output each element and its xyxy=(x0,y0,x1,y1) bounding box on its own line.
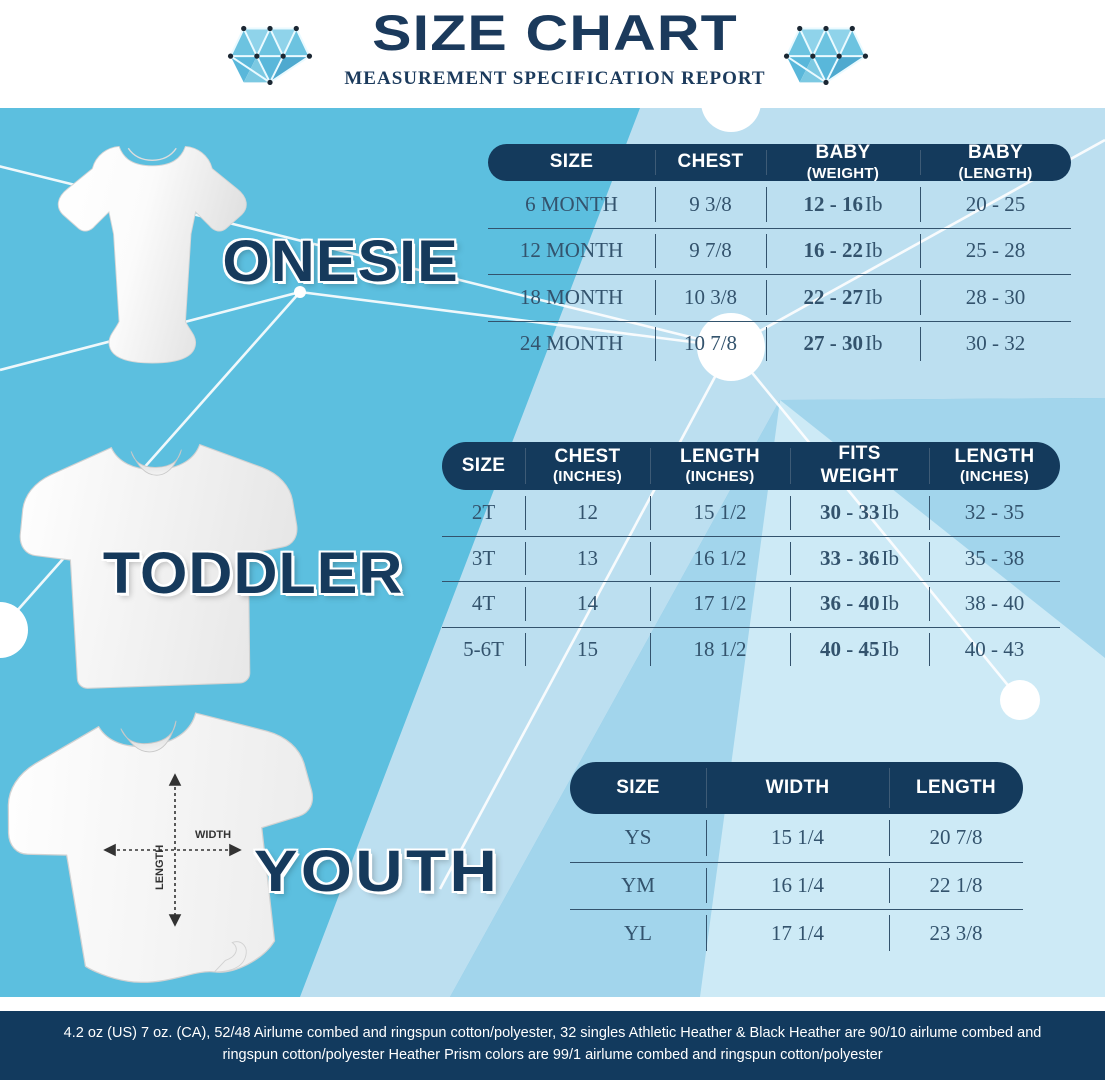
svg-text:WIDTH: WIDTH xyxy=(195,829,231,841)
svg-text:LENGTH: LENGTH xyxy=(154,845,166,890)
